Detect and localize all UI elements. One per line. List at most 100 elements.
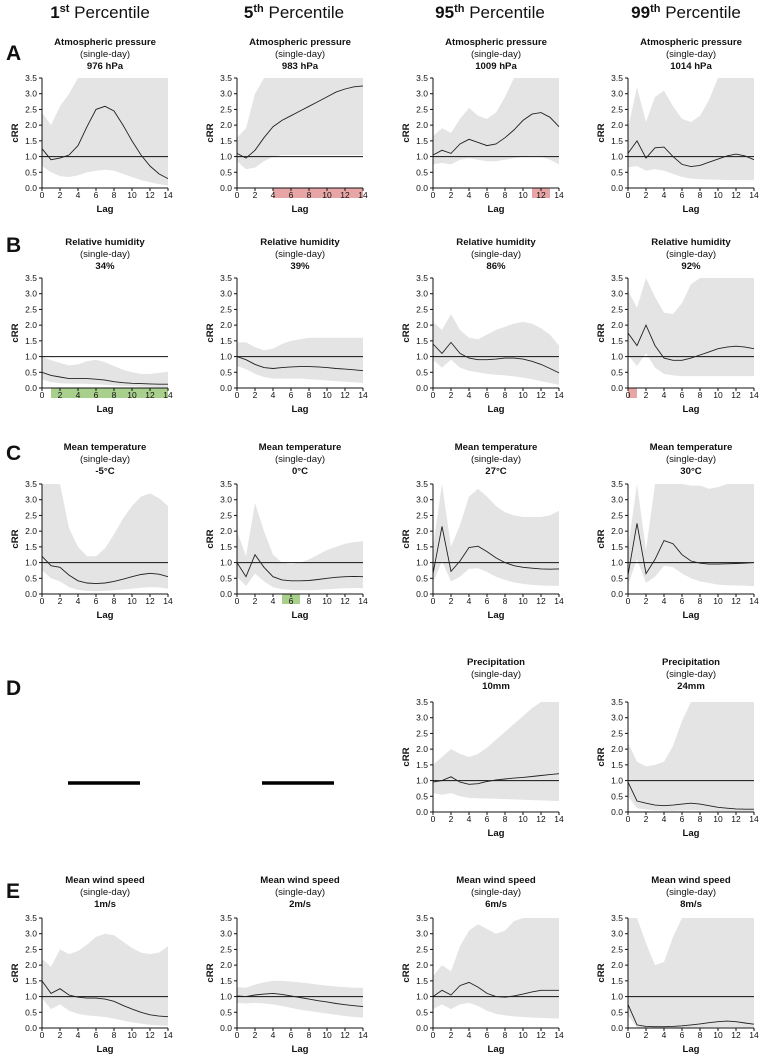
x-tick-label: 14 [358,1030,368,1040]
y-tick-label: 0.0 [416,1023,428,1033]
chart-value-label: 976 hPa [87,61,124,72]
column-header-2: 5th Percentile [244,3,344,22]
y-tick-label: 3.0 [25,929,37,939]
y-tick-label: 2.5 [220,104,232,114]
x-tick-label: 10 [322,190,332,200]
y-tick-label: 0.0 [416,383,428,393]
y-tick-label: 0.0 [416,807,428,817]
chart-A-2: Atmospheric pressure(single-day)983 hPa 0… [205,37,368,215]
chart-title: Mean temperature [455,442,538,453]
y-tick-label: 1.0 [416,352,428,362]
y-tick-label: 2.5 [25,104,37,114]
column-header-3: 95th Percentile [435,3,545,22]
chart-subtitle: (single-day) [471,454,521,465]
y-tick-label: 1.5 [25,136,37,146]
y-tick-label: 0.0 [220,383,232,393]
x-tick-label: 6 [485,596,490,606]
ci-band [433,78,559,165]
y-tick-label: 2.5 [611,944,623,954]
ci-band [237,78,363,170]
y-tick-label: 0.5 [416,1007,428,1017]
y-tick-label: 2.0 [611,960,623,970]
y-tick-label: 3.5 [611,913,623,923]
x-tick-label: 10 [127,190,137,200]
y-tick-label: 1.5 [416,760,428,770]
x-tick-label: 10 [518,814,528,824]
x-tick-label: 0 [40,1030,45,1040]
x-tick-label: 12 [731,814,741,824]
chart-A-4: Atmospheric pressure(single-day)1014 hPa… [596,37,759,215]
chart-value-label: 6m/s [485,899,507,910]
x-tick-label: 2 [449,596,454,606]
x-tick-label: 14 [554,190,564,200]
x-axis-label: Lag [487,1044,504,1055]
y-tick-label: 2.0 [220,320,232,330]
row-label-E: E [6,880,20,903]
x-tick-label: 0 [431,190,436,200]
y-tick-label: 1.0 [611,352,623,362]
column-header-number: 99 [631,3,650,22]
y-tick-label: 1.0 [416,558,428,568]
x-tick-label: 4 [467,596,472,606]
x-tick-label: 4 [467,390,472,400]
y-tick-label: 0.0 [220,1023,232,1033]
y-tick-label: 3.0 [611,89,623,99]
chart-E-3: Mean wind speed(single-day)6m/s 0.0 0.5 1.0… [401,875,564,1055]
chart-title: Mean wind speed [65,875,145,886]
chart-subtitle: (single-day) [275,249,325,260]
estimate-line [432,981,559,998]
y-tick-label: 2.5 [416,728,428,738]
x-tick-label: 14 [554,1030,564,1040]
x-tick-label: 14 [749,190,759,200]
y-tick-label: 3.0 [220,89,232,99]
chart-value-label: 39% [290,261,310,272]
x-tick-label: 0 [626,1030,631,1040]
y-axis-label: cRR [596,123,607,142]
x-tick-label: 14 [554,814,564,824]
y-tick-label: 1.0 [25,152,37,162]
column-header-label: Percentile [660,3,740,22]
y-tick-label: 1.0 [25,352,37,362]
x-tick-label: 6 [680,390,685,400]
y-axis-label: cRR [596,963,607,982]
y-tick-label: 1.5 [416,542,428,552]
significance-bar [282,594,300,604]
estimate-line [627,1004,755,1028]
y-tick-label: 1.0 [416,992,428,1002]
row-label-D: D [6,677,21,700]
y-tick-label: 1.5 [220,542,232,552]
chart-value-label: 1009 hPa [475,61,517,72]
y-tick-label: 3.0 [220,289,232,299]
estimate-line [236,85,364,159]
y-tick-label: 0.0 [25,589,37,599]
y-tick-label: 2.5 [25,944,37,954]
y-tick-label: 3.5 [220,913,232,923]
x-tick-label: 8 [698,390,703,400]
y-tick-label: 1.0 [220,992,232,1002]
x-tick-label: 14 [554,596,564,606]
x-tick-label: 8 [307,1030,312,1040]
x-tick-label: 4 [662,596,667,606]
y-tick-label: 2.0 [25,320,37,330]
x-tick-label: 6 [289,390,294,400]
y-tick-label: 1.5 [611,542,623,552]
x-axis-label: Lag [682,1044,699,1055]
y-tick-label: 3.0 [25,495,37,505]
x-tick-label: 4 [76,1030,81,1040]
x-tick-label: 6 [94,390,99,400]
row-label-B: B [6,234,21,257]
x-tick-label: 0 [235,190,240,200]
y-axis-label: cRR [596,747,607,766]
y-tick-label: 3.5 [220,479,232,489]
y-axis-label: cRR [10,323,21,342]
x-tick-label: 4 [662,390,667,400]
x-tick-label: 10 [518,596,528,606]
x-tick-label: 6 [94,190,99,200]
estimate-line [41,105,169,179]
x-axis-label: Lag [682,404,699,415]
x-tick-label: 12 [145,390,155,400]
y-tick-label: 3.0 [416,929,428,939]
x-axis-label: Lag [291,204,308,215]
y-tick-label: 3.5 [416,73,428,83]
